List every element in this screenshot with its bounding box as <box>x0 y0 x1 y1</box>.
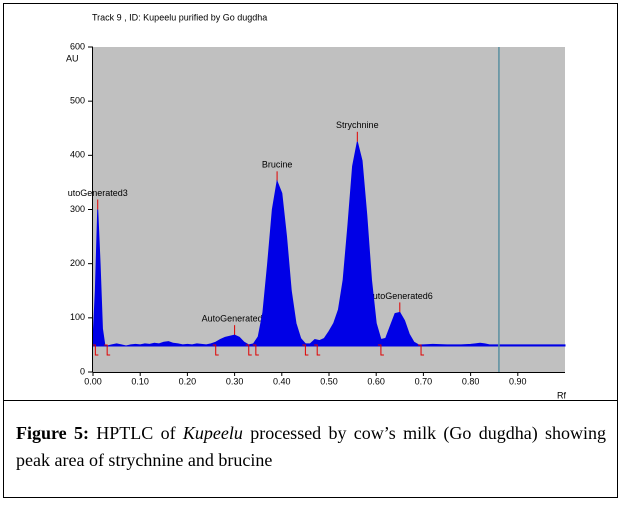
peak-label: Brucine <box>262 160 293 170</box>
x-axis-label: Rf <box>557 390 566 400</box>
x-tick-label: 0.80 <box>462 376 480 386</box>
x-tick-label: 0.90 <box>509 376 527 386</box>
x-tick-label: 0.10 <box>131 376 149 386</box>
y-tick-label: 500 <box>70 96 85 106</box>
caption-label: Figure 5: <box>16 423 89 443</box>
x-tick-label: 0.00 <box>84 376 102 386</box>
y-tick-label: 600 <box>70 41 85 51</box>
peak-boundary <box>302 344 309 356</box>
caption: Figure 5: HPTLC of Kupeelu processed by … <box>16 420 606 474</box>
peak-boundary <box>92 344 99 356</box>
peak-label: Strychnine <box>336 120 379 130</box>
peak-label: AutoGenerated6 <box>367 291 433 301</box>
y-tick-label: 300 <box>70 204 85 214</box>
caption-text: processed by cow’s milk (Go dugdha) show… <box>16 423 607 470</box>
peak-label: AutoGenerated4 <box>202 314 268 324</box>
y-tick-label: 100 <box>70 312 85 322</box>
x-tick-label: 0.40 <box>273 376 291 386</box>
peak-label: utoGenerated3 <box>68 188 128 198</box>
peak-boundary <box>418 344 425 356</box>
caption-emphasis: Kupeelu <box>182 423 243 443</box>
peak-boundary <box>314 344 321 356</box>
peak-boundary <box>104 344 111 356</box>
peak-boundary <box>212 344 219 356</box>
x-tick-label: 0.50 <box>320 376 338 386</box>
y-tick-label: 200 <box>70 258 85 268</box>
x-tick-label: 0.30 <box>226 376 244 386</box>
caption-text: HPTLC of <box>88 423 183 443</box>
chart-title: Track 9 , ID: Kupeelu purified by Go dug… <box>92 12 267 22</box>
frame <box>3 3 618 498</box>
x-tick-label: 0.70 <box>415 376 433 386</box>
y-axis-label: AU <box>66 53 79 63</box>
peak-boundary <box>252 344 259 356</box>
peak-boundary <box>245 344 252 356</box>
x-tick-label: 0.60 <box>367 376 385 386</box>
peak-boundary <box>377 344 384 356</box>
y-tick-label: 400 <box>70 150 85 160</box>
plot-background <box>93 47 565 372</box>
y-tick-label: 0 <box>80 366 85 376</box>
x-tick-label: 0.20 <box>179 376 197 386</box>
